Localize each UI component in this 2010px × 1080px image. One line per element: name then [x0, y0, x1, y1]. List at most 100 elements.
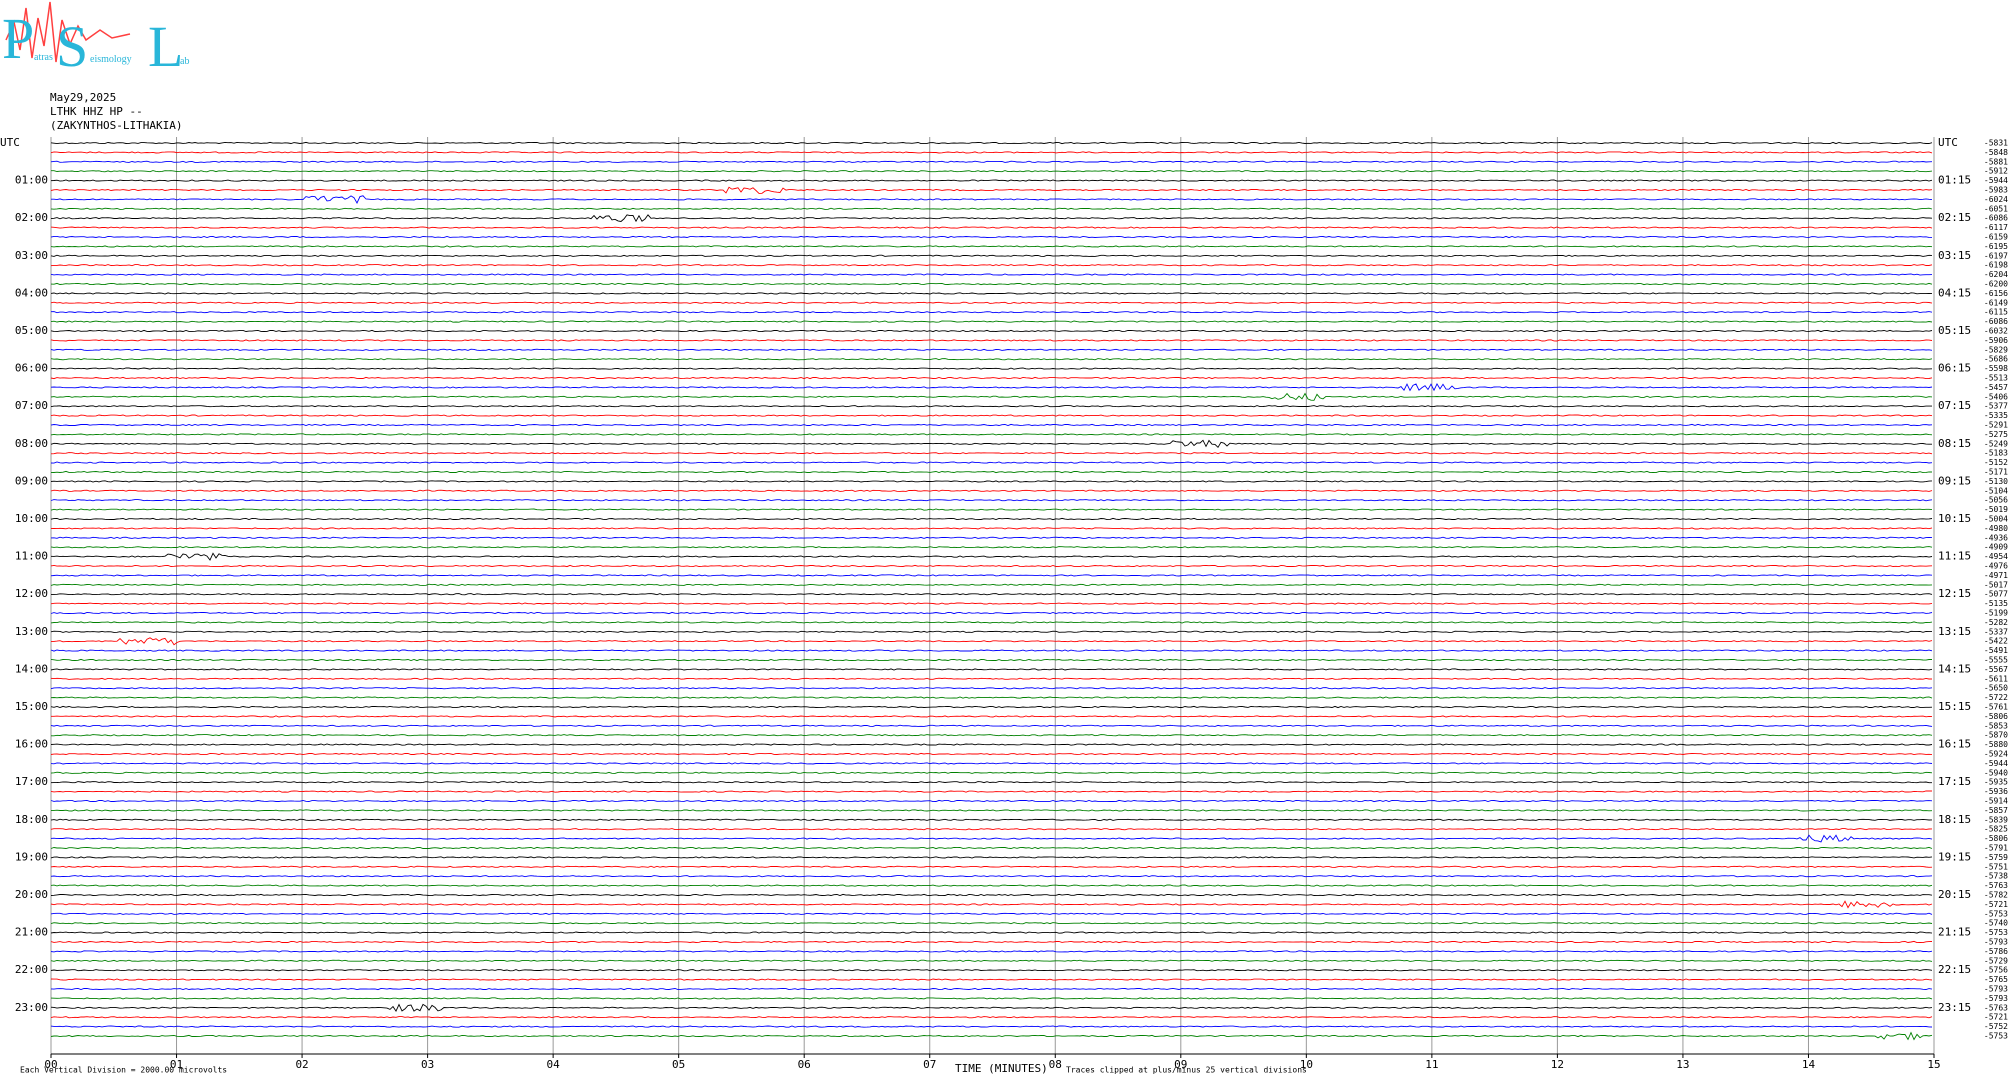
trace [50, 818, 1933, 821]
trace-offset: -5839 [1984, 815, 2008, 824]
hour-label: 06:15 [1938, 362, 1971, 375]
trace [50, 574, 1933, 577]
trace-offset: -5721 [1984, 1013, 2008, 1022]
hour-label: 17:15 [1938, 775, 1971, 788]
trace [50, 611, 1933, 615]
trace-offset: -5513 [1984, 374, 2008, 383]
trace [50, 480, 1933, 483]
trace-offset: -5924 [1984, 750, 2008, 759]
trace [50, 226, 1933, 229]
hour-label: 03:15 [1938, 249, 1971, 262]
trace-offset: -5282 [1984, 618, 2008, 627]
trace-offset: -5983 [1984, 186, 2008, 195]
trace-offset: -5721 [1984, 900, 2008, 909]
trace [50, 508, 1933, 511]
trace [50, 470, 1933, 474]
trace-offset: -5829 [1984, 345, 2008, 354]
trace [50, 696, 1933, 699]
x-tick-label: 04 [547, 1058, 561, 1071]
trace-offset: -5751 [1984, 862, 2008, 871]
trace-offset: -5555 [1984, 656, 2008, 665]
trace [50, 552, 1933, 561]
trace [50, 583, 1933, 586]
hour-label: 12:00 [15, 587, 48, 600]
trace [50, 856, 1933, 859]
trace [50, 884, 1933, 887]
trace-offset: -5763 [1984, 1003, 2008, 1012]
trace [50, 978, 1933, 981]
hour-label: 18:15 [1938, 813, 1971, 826]
trace-offset: -5135 [1984, 599, 2008, 608]
trace-offset: -6156 [1984, 289, 2008, 298]
trace-offset: -5406 [1984, 392, 2008, 401]
trace [50, 282, 1933, 286]
footnote: Traces clipped at plus/minus 25 vertical… [1066, 1066, 1307, 1075]
trace [50, 273, 1933, 276]
trace [50, 546, 1933, 549]
trace [50, 1016, 1933, 1019]
x-tick-label: 00 [44, 1058, 57, 1071]
logo-letter: S [56, 14, 88, 79]
trace-offset: -5782 [1984, 891, 2008, 900]
hour-label: 05:00 [15, 324, 48, 337]
trace [50, 517, 1933, 521]
hour-label: 23:00 [15, 1001, 48, 1014]
hour-label: 02:00 [15, 211, 48, 224]
trace-offset: -4909 [1984, 543, 2008, 552]
logo-letter: P [2, 6, 34, 71]
trace [50, 329, 1933, 333]
hour-label: 07:15 [1938, 399, 1971, 412]
trace [50, 235, 1933, 239]
x-tick-label: 11 [1425, 1058, 1438, 1071]
trace [51, 715, 1933, 718]
trace-offset: -5422 [1984, 637, 2008, 646]
x-tick-label: 05 [672, 1058, 685, 1071]
x-tick-label: 14 [1802, 1058, 1816, 1071]
trace-offset: -6024 [1984, 195, 2008, 204]
trace-offset: -5722 [1984, 693, 2008, 702]
trace [50, 658, 1932, 662]
trace-offset: -5004 [1984, 515, 2008, 524]
trace-offset: -5761 [1984, 703, 2008, 712]
trace [50, 987, 1933, 991]
trace [50, 846, 1933, 850]
hour-label: 10:15 [1938, 512, 1971, 525]
trace [50, 900, 1933, 909]
x-tick-label: 01 [170, 1058, 183, 1071]
hour-label: 04:00 [15, 286, 48, 299]
trace [50, 724, 1933, 727]
trace-offset: -5759 [1984, 853, 2008, 862]
trace-offset: -5686 [1984, 355, 2008, 364]
trace [50, 593, 1933, 596]
trace [50, 186, 1933, 194]
trace [50, 743, 1933, 746]
trace [50, 311, 1933, 314]
trace [50, 1003, 1933, 1013]
trace [50, 461, 1933, 464]
trace [50, 292, 1933, 295]
trace [50, 875, 1933, 878]
trace-offset: -5765 [1984, 975, 2008, 984]
hour-label: 13:00 [15, 625, 48, 638]
trace-offset: -6195 [1984, 242, 2008, 251]
trace [50, 1031, 1933, 1041]
trace [50, 790, 1932, 793]
trace [50, 677, 1932, 680]
header-line: LTHK HHZ HP -- [50, 105, 143, 118]
trace [50, 564, 1933, 568]
hour-label: 09:00 [15, 474, 48, 487]
trace-offset: -6086 [1984, 317, 2008, 326]
hour-label: 22:00 [15, 963, 48, 976]
hour-label: 10:00 [15, 512, 48, 525]
trace-offset: -4980 [1984, 524, 2008, 533]
trace-offset: -5763 [1984, 881, 2008, 890]
x-tick-label: 15 [1927, 1058, 1940, 1071]
hour-label: 21:00 [15, 926, 48, 939]
trace-offset: -5753 [1984, 1032, 2008, 1041]
hour-label: 22:15 [1938, 963, 1971, 976]
trace-offset: -5567 [1984, 665, 2008, 674]
trace [50, 969, 1933, 972]
trace-offset: -6086 [1984, 214, 2008, 223]
hour-label: 17:00 [15, 775, 48, 788]
trace [50, 245, 1933, 248]
